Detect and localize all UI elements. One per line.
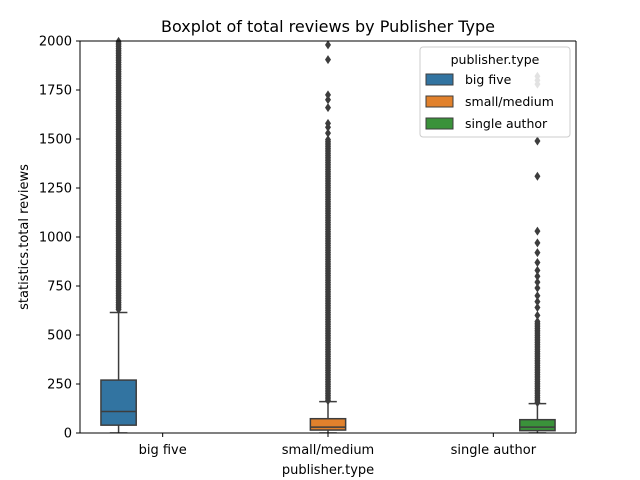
box-iqr	[100, 379, 137, 426]
axes: 0 250 500 750 1000 1250 1500 1750 2000 big five sm…	[39, 35, 577, 458]
y-tick-label: 1750	[39, 84, 72, 99]
y-tick-label: 500	[47, 329, 72, 344]
y-tick-label: 1500	[39, 133, 72, 148]
box-small-medium	[309, 40, 347, 433]
legend-swatch	[425, 117, 454, 130]
outlier-point	[325, 40, 331, 50]
outlier-point	[534, 238, 541, 248]
legend-entry: single author	[465, 116, 548, 131]
legend-frame	[419, 46, 571, 138]
legend-title: publisher.type	[451, 52, 540, 67]
box-iqr	[309, 417, 347, 431]
outlier-point	[325, 128, 331, 138]
outlier-point	[325, 90, 331, 100]
y-tick-label: 1000	[39, 231, 72, 246]
outlier-point	[534, 291, 541, 301]
outlier-point	[534, 171, 541, 181]
legend-swatch	[425, 95, 454, 108]
outlier-point	[325, 118, 331, 128]
outlier-point	[534, 271, 541, 281]
plot-content	[100, 36, 556, 433]
x-axis-label: publisher.type	[282, 463, 374, 478]
outlier-point	[534, 257, 541, 267]
y-tick-label: 2000	[39, 35, 72, 50]
outlier-point	[534, 265, 541, 275]
y-tick-label: 250	[47, 378, 72, 393]
outlier-point	[325, 55, 331, 65]
outlier-point	[534, 248, 541, 258]
box-iqr	[519, 418, 556, 432]
x-tick-label: small/medium	[282, 443, 374, 458]
outlier-point	[534, 297, 541, 307]
legend-swatch	[425, 73, 454, 86]
x-tick-label: big five	[139, 443, 187, 458]
outlier-point	[534, 136, 541, 146]
y-tick-label: 1250	[39, 182, 72, 197]
legend-entry: big five	[465, 72, 512, 87]
y-tick-label: 750	[47, 280, 72, 295]
outlier-point	[534, 316, 541, 326]
outlier-point	[534, 310, 541, 320]
x-tick-label: single author	[451, 443, 537, 458]
legend-entry: small/medium	[465, 94, 554, 109]
outlier-point	[534, 277, 541, 287]
outlier-point	[325, 103, 331, 113]
y-tick-label: 0	[64, 427, 72, 442]
box-single-author	[519, 71, 556, 433]
plot-area	[100, 36, 556, 433]
outlier-point	[534, 303, 541, 313]
box-big-five	[100, 36, 137, 433]
chart-title: Boxplot of total reviews by Publisher Ty…	[161, 17, 495, 36]
outlier-point	[534, 226, 541, 236]
legend: publisher.type big five small/medium single…	[419, 46, 571, 138]
y-axis-label: statistics.total reviews	[17, 164, 32, 310]
outlier-point	[534, 283, 541, 293]
outlier-point	[325, 95, 331, 105]
outlier-point	[325, 135, 331, 145]
